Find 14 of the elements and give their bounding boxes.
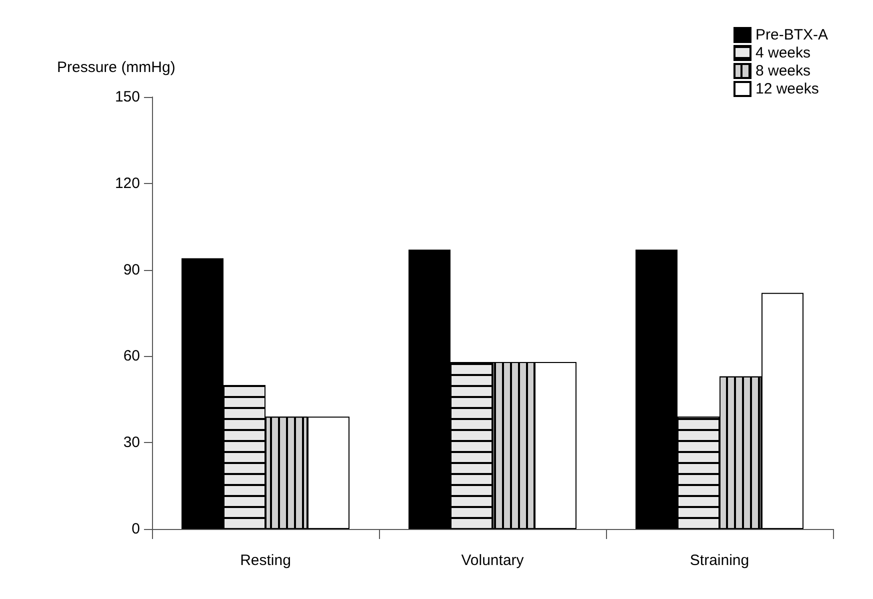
x-tick-label: Straining (690, 552, 750, 569)
y-tick-label: 60 (123, 348, 140, 365)
x-tick-label: Resting (240, 552, 291, 569)
y-axis-title: Pressure (mmHg) (57, 59, 176, 76)
y-tick-label: 120 (114, 174, 140, 192)
y-tick-label: 30 (123, 434, 140, 452)
y-tick-label: 90 (123, 261, 140, 278)
x-tick-label: Voluntary (461, 552, 524, 569)
legend-label: 4 weeks (755, 44, 811, 62)
legend-label: 12 weeks (755, 80, 819, 98)
legend-label: Pre-BTX-A (755, 26, 828, 44)
legend-label: 8 weeks (755, 62, 811, 80)
y-tick-label: 150 (114, 88, 140, 106)
y-tick-label: 0 (132, 520, 140, 538)
